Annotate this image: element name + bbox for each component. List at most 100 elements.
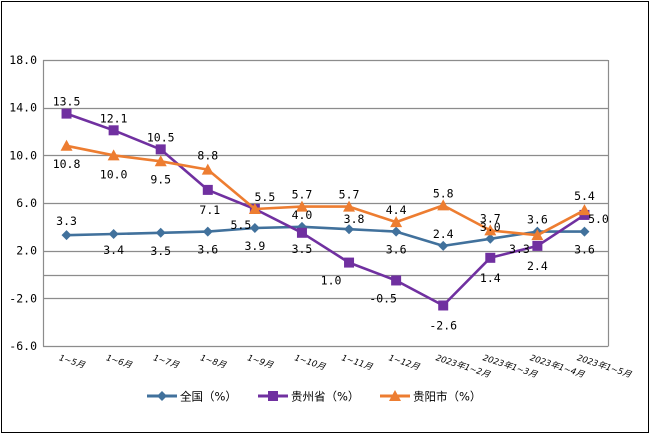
data-label: 13.5: [53, 95, 81, 109]
data-point: [391, 226, 402, 237]
data-point: [531, 229, 544, 241]
data-label: 1.4: [480, 271, 501, 285]
data-label: 5.0: [588, 212, 609, 226]
series-group: [60, 108, 591, 311]
data-label: 7.1: [199, 203, 220, 217]
gridlines: [42, 59, 610, 348]
x-tick-label: 1~7月: [152, 353, 181, 371]
data-label: 3.3: [56, 214, 77, 228]
data-label: 5.7: [292, 188, 313, 202]
data-point: [438, 300, 449, 311]
y-tick-label: 6.0: [16, 196, 37, 210]
x-tick-label: 1~5月: [58, 353, 87, 371]
x-tick-label: 1~8月: [199, 353, 228, 371]
x-tick-label: 1~9月: [246, 353, 275, 371]
data-label: 2.4: [433, 227, 454, 241]
y-tick-label: -2.0: [9, 291, 37, 305]
data-label: 3.6: [197, 243, 218, 257]
data-label: 10.5: [147, 130, 175, 144]
data-label: 3.5: [292, 242, 313, 256]
data-labels: 3.3 3.4 3.5 3.6 3.9 4.0 3.8 3.6 2.4 3.0 3.6 3.6 13.5…: [53, 95, 609, 333]
data-point: [155, 144, 166, 155]
data-label: 3.7: [480, 211, 501, 225]
data-point: [61, 230, 72, 241]
data-point: [485, 233, 496, 244]
legend-item-1: 贵州省（%）: [258, 390, 359, 404]
data-label: 12.1: [100, 111, 128, 125]
data-label: 3.9: [244, 239, 265, 253]
data-point: [295, 200, 308, 212]
series-line-2: [66, 144, 586, 237]
data-point: [485, 252, 496, 263]
data-label: 5.4: [574, 189, 595, 203]
data-label: 2.4: [527, 259, 548, 273]
x-tick-label: 1~6月: [105, 353, 134, 371]
data-label: 9.5: [150, 172, 171, 186]
data-point: [108, 228, 119, 239]
legend: 全国（%） 贵州省（%） 贵阳市（%）: [147, 390, 481, 404]
data-point: [344, 224, 355, 235]
y-tick-label: 18.0: [9, 53, 37, 67]
data-label: 5.5: [230, 218, 251, 232]
series-line-0: [66, 225, 585, 248]
data-point: [296, 227, 307, 238]
data-label: -2.6: [429, 318, 457, 332]
data-point: [249, 223, 260, 234]
data-point: [391, 275, 402, 286]
data-point: [248, 202, 261, 214]
y-tick-label: -6.0: [9, 339, 37, 353]
data-label: 10.0: [100, 167, 128, 181]
legend-label: 贵阳市（%）: [413, 390, 481, 404]
data-point: [532, 240, 543, 251]
data-label: 3.8: [344, 212, 365, 226]
x-tick-label: 1~10月: [293, 353, 327, 373]
x-axis-ticks: 1~5月 1~6月 1~7月 1~8月 1~9月 1~10月 1~11月 1~12月 2023年…: [58, 352, 634, 380]
data-point: [343, 200, 356, 212]
legend-marker: [157, 391, 167, 401]
data-label: 10.8: [53, 157, 81, 171]
data-label: 1.0: [321, 274, 342, 288]
series-line-1: [66, 112, 586, 307]
data-label: 3.0: [480, 220, 501, 234]
legend-label: 贵州省（%）: [291, 390, 359, 404]
data-point: [201, 163, 214, 175]
data-point: [578, 204, 591, 216]
legend-marker: [268, 391, 278, 401]
data-point: [484, 224, 497, 236]
legend-marker: [389, 390, 401, 401]
data-point: [61, 108, 72, 119]
data-point: [438, 240, 449, 251]
data-label: 5.8: [433, 186, 454, 200]
y-tick-label: 10.0: [9, 148, 37, 162]
data-point: [202, 184, 213, 195]
legend-item-0: 全国（%）: [147, 390, 237, 404]
data-label: -0.5: [369, 291, 397, 305]
data-label: 3.6: [386, 243, 407, 257]
data-point: [579, 226, 590, 237]
data-point: [202, 226, 213, 237]
data-point: [154, 155, 167, 167]
data-label: 4.4: [386, 203, 407, 217]
data-point: [437, 199, 450, 211]
x-tick-label: 2023年1~5月: [576, 352, 634, 380]
x-tick-label: 1~11月: [340, 353, 374, 373]
data-label: 3.5: [150, 244, 171, 258]
data-label: 3.3: [509, 242, 530, 256]
y-axis-ticks: 18.0 14.0 10.0 6.0 2.0 -2.0 -6.0: [9, 53, 37, 353]
data-label: 5.7: [339, 188, 360, 202]
data-point: [108, 125, 119, 136]
data-label: 3.4: [103, 243, 124, 257]
data-label: 8.8: [197, 149, 218, 163]
y-tick-label: 2.0: [16, 244, 37, 258]
data-point: [344, 257, 355, 268]
data-label: 5.5: [254, 190, 275, 204]
x-tick-label: 1~12月: [387, 353, 421, 373]
data-point: [107, 149, 120, 161]
data-label: 3.6: [527, 213, 548, 227]
data-point: [60, 139, 73, 151]
legend-item-2: 贵阳市（%）: [380, 390, 481, 404]
y-tick-label: 14.0: [9, 101, 37, 115]
data-label: 3.6: [574, 243, 595, 257]
data-label: 4.0: [292, 208, 313, 222]
